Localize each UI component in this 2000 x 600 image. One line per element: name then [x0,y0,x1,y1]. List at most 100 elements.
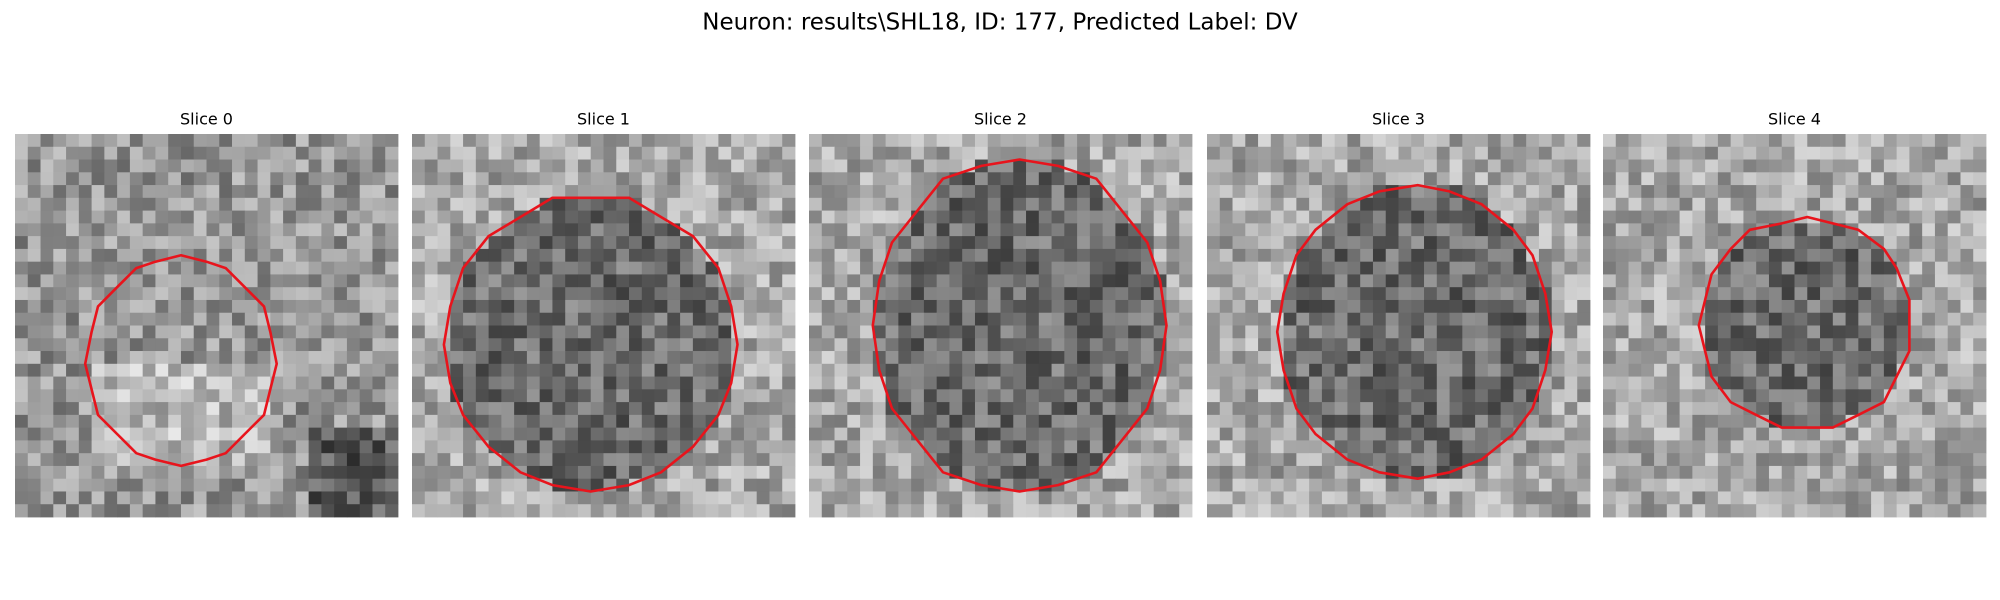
pixel [1385,414,1399,429]
pixel [15,363,29,377]
pixel [1960,172,1974,186]
pixel [1909,134,1923,148]
pixel [1309,478,1323,492]
pixel [155,465,169,480]
pixel [78,504,92,518]
pixel [1577,389,1591,403]
pixel [1628,325,1642,339]
pixel [718,248,732,263]
pixel [667,325,681,339]
pixel [654,363,668,377]
contour [442,196,739,493]
pixel [923,414,938,429]
pixel [974,440,989,454]
pixel [809,287,823,301]
pixel [1781,134,1795,148]
pixel [232,414,246,429]
pixel [987,453,1001,467]
pixel [885,287,899,301]
pixel [219,338,233,352]
pixel [1794,248,1808,263]
pixel [193,351,207,365]
pixel [359,261,373,275]
pixel [1398,197,1412,211]
pixel [359,491,373,505]
pixel [206,299,220,314]
pixel [53,427,67,441]
pixel [1896,414,1910,429]
pixel [1577,172,1591,186]
pixel [1973,440,1987,454]
pixel [1309,185,1323,199]
pixel [667,427,681,441]
pixel [1309,236,1323,250]
pixel [1577,465,1591,480]
pixel [1334,402,1348,416]
pixel [577,465,592,480]
pixel [232,197,246,211]
pixel [987,491,1001,505]
pixel [756,312,770,326]
pixel [1102,491,1116,505]
pixel [1000,223,1014,237]
pixel [334,440,348,454]
pixel [463,389,477,403]
pixel [1756,299,1770,314]
pixel [1424,223,1438,237]
pixel [1526,185,1540,199]
pixel [1166,453,1180,467]
pixel [680,312,694,326]
panel-title: Slice 3 [1372,110,1425,129]
pixel [1883,402,1898,416]
pixel [526,210,541,224]
pixel [1000,338,1014,352]
pixel [1820,261,1834,275]
pixel [475,338,489,352]
pixel [821,312,835,326]
pixel [1794,376,1808,390]
pixel [552,440,566,454]
pixel [1730,325,1744,339]
pixel [731,351,745,365]
pixel [78,159,92,173]
pixel [1462,389,1476,403]
pixel [1283,248,1297,263]
pixel [743,338,758,352]
pixel [1781,159,1795,173]
pixel [1500,236,1514,250]
pixel [1385,402,1399,416]
pixel [577,287,592,301]
pixel [1973,414,1987,429]
pixel [1219,325,1233,339]
pixel [372,197,386,211]
pixel [66,363,80,377]
pixel [1717,491,1732,505]
pixel [1730,248,1744,263]
pixel [1013,376,1027,390]
pixel [590,453,604,467]
pixel [1385,504,1399,518]
pixel [244,478,258,492]
pixel [692,389,707,403]
pixel [1705,210,1719,224]
pixel [731,299,745,314]
pixel [1372,236,1387,250]
pixel [1730,287,1744,301]
pixel [1947,478,1961,492]
pixel [1385,210,1399,224]
pixel [1883,210,1898,224]
pixel [1296,287,1310,301]
pixel [1000,261,1014,275]
pixel [91,236,105,250]
pixel [257,325,271,339]
pixel [1551,197,1565,211]
pixel [475,427,489,441]
pixel [1756,210,1770,224]
pixel [911,299,925,314]
pixel [1013,504,1027,518]
pixel [1883,504,1898,518]
pixel [488,185,502,199]
pixel [1283,185,1297,199]
pixel [1794,363,1808,377]
pixel [731,223,745,237]
